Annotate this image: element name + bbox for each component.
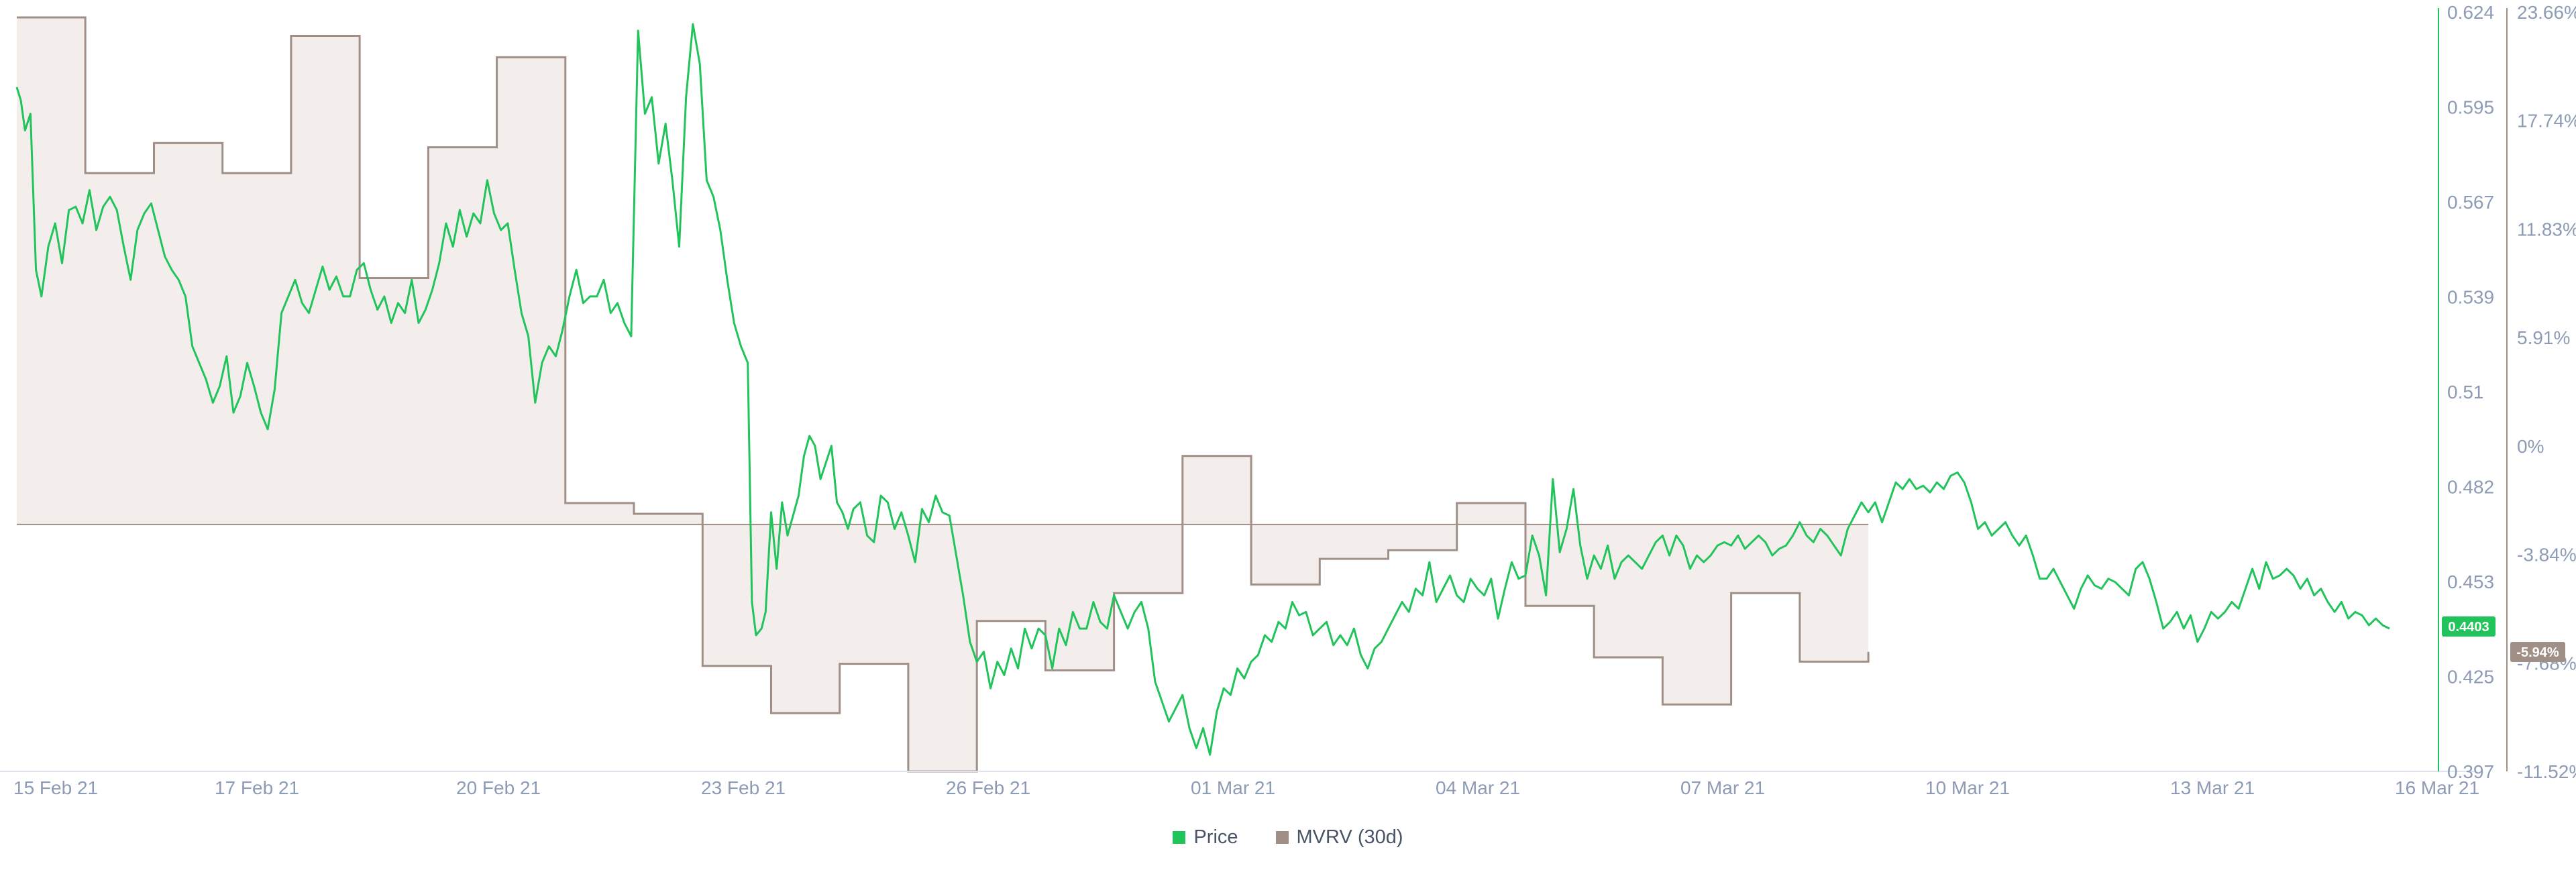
mvrv-tick-label: 17.74%: [2517, 111, 2576, 131]
x-tick-label: 15 Feb 21: [13, 777, 98, 798]
x-tick-label: 04 Mar 21: [1436, 777, 1520, 798]
price-value-badge: [2442, 616, 2496, 637]
axes-layer: [0, 8, 2508, 772]
x-tick-label: 17 Feb 21: [215, 777, 299, 798]
x-axis-ticks: 15 Feb 21 17 Feb 21 20 Feb 21 23 Feb 21 26 F…: [13, 777, 2479, 798]
mvrv-value-badge: [2510, 642, 2565, 662]
mvrv-tick-label: 11.83%: [2517, 219, 2576, 239]
mvrv-tick-label: 23.66%: [2517, 2, 2576, 23]
price-series-line: [15, 23, 2390, 756]
mvrv-axis-ticks: 23.66%17.74%11.83%5.91%0%-3.84%-7.68%-11…: [2517, 2, 2576, 782]
price-tick-label: 0.624: [2447, 2, 2494, 23]
legend-swatch-price: [1173, 831, 1186, 844]
mvrv-tick-label: -11.52%: [2517, 761, 2576, 782]
price-tick-label: 0.539: [2447, 287, 2494, 308]
price-tick-label: 0.51: [2447, 382, 2484, 402]
mvrv-tick-label: -3.84%: [2517, 545, 2576, 565]
x-tick-label: 13 Mar 21: [2170, 777, 2255, 798]
legend-swatch-mvrv: [1275, 831, 1289, 844]
price-value-badge-text: 0.4403: [2448, 620, 2489, 635]
price-tick-label: 0.567: [2447, 192, 2494, 213]
price-axis-ticks: 0.624 0.595 0.567 0.539 0.51 0.482 0.453 0.425 0…: [2447, 2, 2494, 782]
legend-label-price: Price: [1193, 826, 1238, 848]
x-tick-label: 23 Feb 21: [701, 777, 786, 798]
mvrv-tick-label: 0%: [2517, 436, 2544, 457]
price-tick-label: 0.453: [2447, 571, 2494, 592]
mvrv-tick-label: 5.91%: [2517, 327, 2570, 348]
legend-label-mvrv: MVRV (30d): [1296, 826, 1403, 848]
legend-item-mvrv[interactable]: MVRV (30d): [1275, 826, 1403, 849]
value-badges: 0.4403 -5.94%: [2442, 616, 2565, 662]
price-tick-label: 0.482: [2447, 477, 2494, 498]
x-tick-label: 26 Feb 21: [946, 777, 1030, 798]
x-tick-label: 07 Mar 21: [1680, 777, 1765, 798]
chart: 15 Feb 21 17 Feb 21 20 Feb 21 23 Feb 21 26 F…: [0, 2, 2576, 798]
mvrv-area-layer: [17, 17, 1869, 771]
legend: Price MVRV (30d): [0, 826, 2576, 849]
mvrv-value-badge-text: -5.94%: [2516, 645, 2559, 660]
price-line-layer: [15, 23, 2390, 756]
price-tick-label: 0.595: [2447, 97, 2494, 118]
price-tick-label: 0.425: [2447, 667, 2494, 688]
x-tick-label: 20 Feb 21: [456, 777, 541, 798]
x-tick-label: 10 Mar 21: [1925, 777, 2010, 798]
legend-item-price[interactable]: Price: [1173, 826, 1238, 849]
mvrv-area: [17, 17, 1869, 771]
price-tick-label: 0.397: [2447, 761, 2494, 782]
x-tick-label: 01 Mar 21: [1191, 777, 1275, 798]
x-tick-label: 16 Mar 21: [2395, 777, 2479, 798]
